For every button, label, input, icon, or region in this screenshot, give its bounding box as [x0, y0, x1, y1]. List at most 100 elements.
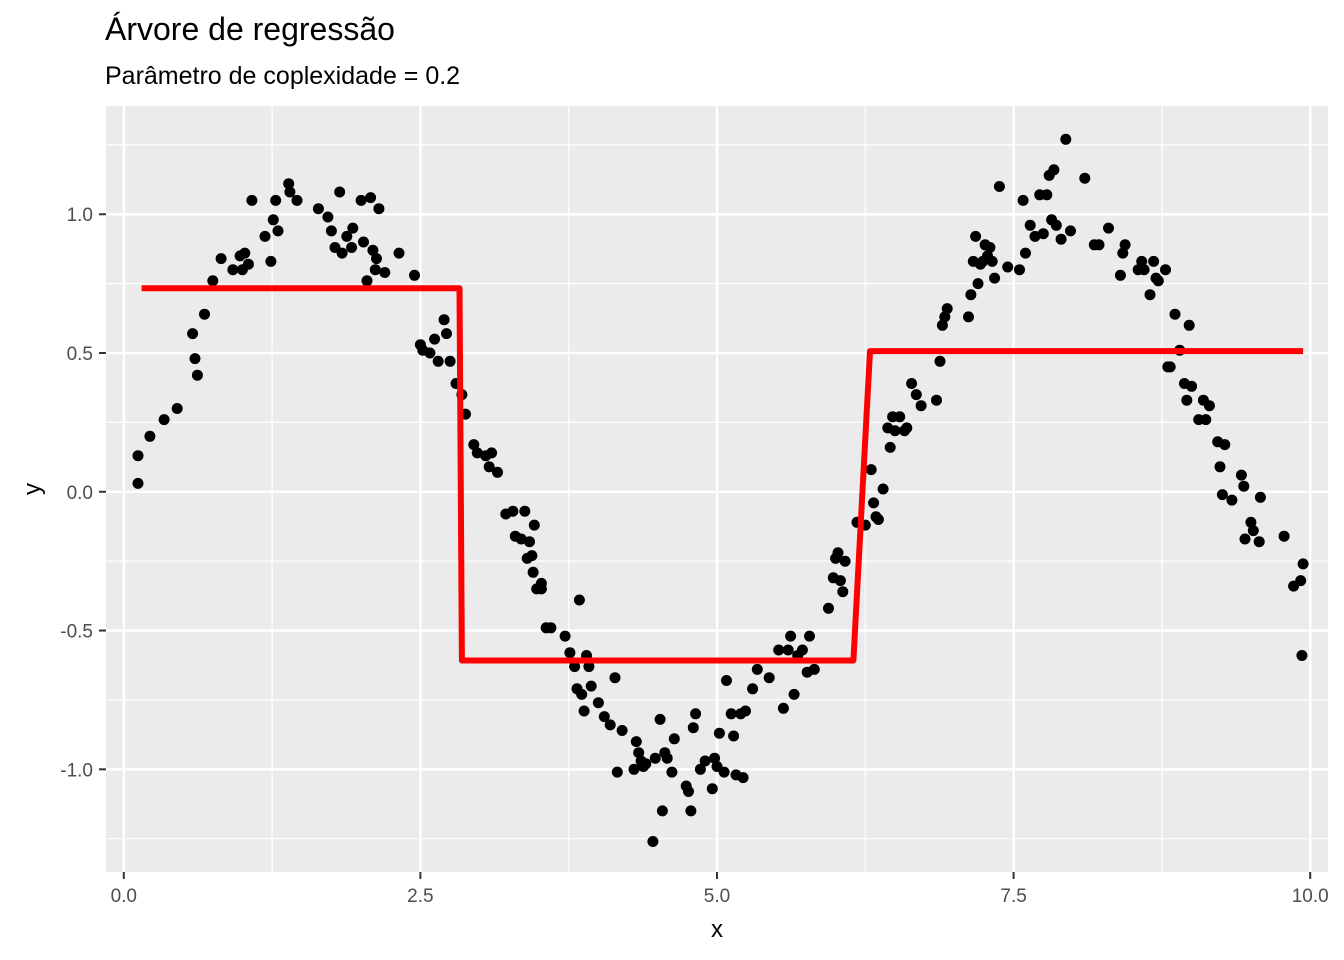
data-point: [1060, 133, 1072, 145]
data-point: [1164, 361, 1176, 373]
data-point: [901, 422, 913, 434]
y-axis: -1.0 -0.5 0.0 0.5 1.0: [60, 205, 106, 781]
data-point: [346, 242, 358, 253]
data-point: [989, 272, 1001, 284]
data-point: [207, 275, 219, 287]
data-point: [788, 688, 800, 700]
data-point: [1183, 319, 1195, 331]
data-point: [1216, 489, 1228, 501]
data-point: [1169, 308, 1181, 320]
data-point: [1219, 439, 1231, 451]
data-point: [468, 439, 480, 451]
data-point: [239, 247, 251, 259]
chart-title: Árvore de regressão: [105, 11, 395, 47]
data-point: [215, 253, 227, 265]
data-point: [1029, 230, 1041, 242]
data-point: [728, 730, 740, 742]
y-tick-label: -1.0: [60, 760, 93, 781]
data-point: [284, 186, 296, 198]
data-point: [242, 258, 254, 270]
data-point: [666, 766, 678, 778]
data-point: [1148, 255, 1160, 267]
data-point: [773, 644, 785, 656]
data-point: [598, 711, 610, 723]
data-point: [616, 725, 628, 736]
data-point: [358, 236, 369, 248]
data-point: [984, 242, 996, 253]
data-point: [519, 505, 531, 517]
data-point: [227, 264, 239, 276]
data-point: [524, 536, 535, 548]
data-point: [865, 464, 877, 476]
data-point: [889, 425, 901, 437]
data-point: [1079, 172, 1091, 184]
data-point: [906, 378, 918, 389]
data-point: [694, 763, 706, 775]
data-point: [272, 225, 284, 237]
data-point: [713, 727, 725, 739]
data-point: [939, 311, 951, 323]
data-point: [699, 755, 711, 767]
data-point: [365, 192, 377, 204]
y-tick-label: -0.5: [60, 622, 93, 643]
data-point: [336, 247, 348, 259]
data-point: [785, 630, 797, 642]
data-point: [545, 622, 557, 634]
data-point: [144, 430, 156, 442]
data-point: [747, 683, 759, 695]
data-point: [1017, 194, 1029, 206]
data-point: [1253, 536, 1265, 548]
x-tick-label: 2.5: [407, 886, 433, 907]
data-point: [654, 713, 666, 725]
data-point: [687, 722, 699, 734]
data-point: [424, 347, 436, 359]
data-point: [910, 389, 922, 401]
data-point: [379, 267, 391, 278]
data-point: [355, 194, 367, 206]
data-point: [931, 394, 942, 406]
data-point: [718, 766, 730, 778]
data-point: [1093, 239, 1105, 251]
data-point: [884, 441, 896, 453]
data-point: [471, 447, 483, 459]
data-point: [592, 697, 604, 709]
data-point: [1152, 275, 1164, 287]
data-point: [515, 533, 527, 545]
data-point: [265, 255, 277, 267]
data-point: [1278, 530, 1290, 542]
data-point: [1239, 533, 1251, 545]
data-point: [583, 661, 595, 673]
data-point: [685, 805, 697, 817]
data-point: [777, 702, 789, 714]
data-point: [432, 355, 444, 367]
data-point: [371, 253, 382, 265]
y-tick-label: 1.0: [67, 205, 93, 226]
data-point: [507, 505, 519, 517]
data-point: [725, 708, 737, 720]
data-point: [578, 705, 590, 717]
data-point: [369, 264, 381, 276]
data-point: [1048, 164, 1060, 176]
data-point: [1041, 189, 1053, 201]
data-point: [668, 733, 680, 745]
data-point: [936, 319, 948, 331]
data-point: [834, 575, 846, 587]
data-point: [832, 547, 844, 559]
data-point: [132, 477, 144, 489]
data-point: [312, 203, 324, 215]
data-point: [1160, 264, 1171, 276]
y-tick-label: 0.5: [67, 344, 93, 365]
data-point: [934, 355, 946, 367]
data-point: [334, 186, 346, 198]
data-point: [486, 447, 498, 459]
data-point: [709, 752, 721, 764]
data-point: [1297, 558, 1309, 570]
data-point: [630, 736, 642, 748]
data-point: [158, 414, 170, 426]
data-point: [1020, 247, 1031, 259]
data-point: [609, 672, 621, 684]
data-point: [915, 400, 927, 412]
data-point: [187, 328, 199, 340]
data-point: [782, 644, 794, 656]
data-point: [1181, 394, 1193, 406]
